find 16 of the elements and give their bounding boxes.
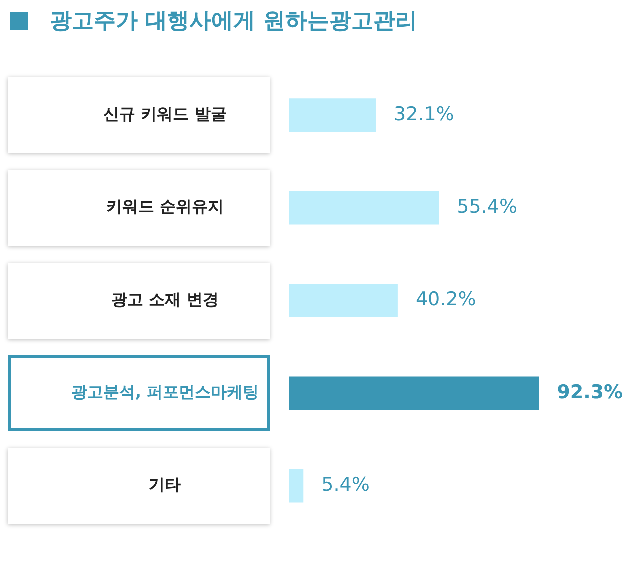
bar: [289, 191, 440, 225]
bar: [289, 376, 540, 410]
y-tick-label: 광고 소재 변경: [112, 290, 219, 309]
y-tick-label: 광고분석, 퍼포먼스마케팅: [71, 382, 260, 402]
y-tick-label: 기타: [149, 475, 182, 494]
y-tick-label: 신규 키워드 발굴: [104, 104, 227, 124]
data-label: 40.2%: [416, 288, 476, 311]
bar: [289, 284, 398, 318]
y-tick-label: 키워드 순위유지: [106, 197, 224, 216]
bar: [289, 469, 304, 503]
data-label: 55.4%: [457, 196, 518, 218]
data-label: 5.4%: [322, 474, 370, 496]
chart-title: 광고주가 대행사에게 원하는광고관리: [50, 8, 418, 36]
bar: [289, 98, 376, 132]
data-label: 32.1%: [394, 103, 454, 126]
data-label: 92.3%: [557, 381, 624, 404]
